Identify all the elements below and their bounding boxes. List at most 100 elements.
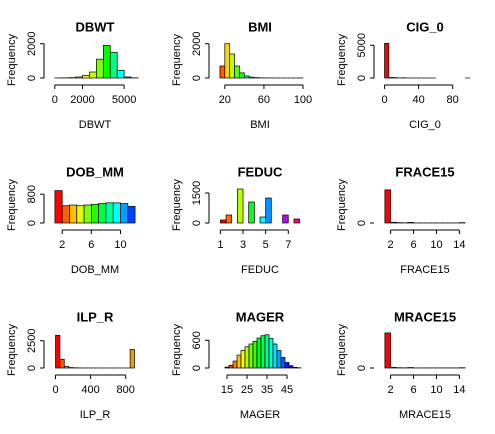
x-tick-label: 0 [52, 384, 58, 396]
bar [76, 205, 85, 224]
bar [390, 367, 397, 369]
x-tick-label: 100 [294, 94, 312, 106]
x-tick-label: 40 [412, 94, 424, 106]
x-tick-label: 35 [261, 384, 273, 396]
bar [220, 219, 227, 224]
bar [112, 202, 121, 224]
y-tick-label: 600 [191, 331, 203, 349]
chart-title: FRACE15 [395, 164, 454, 179]
bar [59, 358, 65, 369]
y-tick-label: 0 [356, 75, 368, 81]
x-tick-label: 2 [388, 384, 394, 396]
y-axis-label: Frequency [171, 179, 183, 231]
y-axis-label: Frequency [336, 179, 348, 231]
bar [244, 346, 250, 369]
bar [105, 202, 114, 224]
bar [55, 334, 61, 369]
bar [248, 76, 255, 79]
bar [109, 51, 118, 79]
x-tick-label: 80 [447, 94, 459, 106]
x-tick-label: 10 [114, 239, 126, 251]
x-axis-label: DOB_MM [71, 264, 119, 276]
x-tick-label: 60 [258, 94, 270, 106]
bar [127, 206, 136, 224]
x-tick-label: 5 [263, 239, 269, 251]
bar [69, 204, 78, 224]
x-tick-label: 2 [59, 239, 65, 251]
bar [83, 204, 92, 224]
x-tick-label: 400 [81, 384, 99, 396]
y-tick-label: 0 [26, 75, 38, 81]
chart-title: DOB_MM [66, 164, 124, 179]
bar [292, 366, 298, 369]
y-tick-label: 800 [26, 185, 38, 203]
x-tick-label: 0 [381, 94, 387, 106]
y-axis-label: Frequency [171, 34, 183, 86]
x-axis-label: ILP_R [80, 409, 111, 421]
bar [264, 334, 270, 369]
bar [288, 365, 294, 369]
bar [272, 343, 278, 369]
bar [120, 203, 129, 224]
y-axis-label: Frequency [336, 34, 348, 86]
y-tick-label: 0 [356, 365, 368, 371]
bar [229, 53, 235, 79]
bar [116, 69, 125, 79]
x-tick-label: 6 [410, 384, 416, 396]
bar [244, 75, 250, 79]
y-tick-label: 0 [191, 365, 203, 371]
x-tick-label: 15 [221, 384, 233, 396]
bar [384, 42, 390, 79]
y-tick-label: 5000 [356, 33, 368, 57]
bar [82, 75, 90, 79]
bar [123, 76, 132, 79]
x-tick-label: 14 [453, 384, 465, 396]
y-axis-label: Frequency [6, 34, 18, 86]
bar [234, 65, 240, 79]
chart-title: CIG_0 [406, 19, 444, 34]
bar [91, 203, 99, 224]
bar [224, 366, 230, 369]
y-tick-label: 2000 [26, 31, 38, 55]
x-tick-label: 3 [240, 239, 246, 251]
chart-title: ILP_R [77, 309, 114, 324]
bar [89, 71, 97, 79]
bar [129, 349, 135, 369]
bar [384, 332, 391, 369]
bar [225, 214, 233, 224]
y-tick-label: 0 [26, 365, 38, 371]
x-tick-label: 10 [430, 239, 442, 251]
bar [98, 203, 107, 224]
bar [282, 214, 289, 224]
bar [54, 190, 63, 224]
bar [256, 337, 262, 369]
bar [248, 343, 254, 369]
x-tick-label: 10 [430, 384, 442, 396]
x-axis-label: DBWT [79, 119, 112, 131]
chart-title: FEDUC [238, 164, 283, 179]
bar [236, 354, 242, 369]
chart-title: DBWT [76, 19, 115, 34]
chart-title: BMI [248, 19, 272, 34]
x-tick-label: 2 [388, 239, 394, 251]
x-axis-label: FEDUC [241, 264, 279, 276]
bar [259, 216, 267, 224]
bar [407, 222, 414, 224]
bar [96, 58, 104, 79]
bar [239, 72, 245, 79]
x-tick-label: 1 [217, 239, 223, 251]
bar [252, 340, 258, 369]
bar [248, 201, 255, 224]
x-tick-label: 0 [52, 94, 58, 106]
bar [228, 364, 234, 369]
x-tick-label: 5000 [112, 94, 136, 106]
bar [388, 77, 394, 79]
x-tick-label: 800 [117, 384, 135, 396]
x-tick-label: 6 [410, 239, 416, 251]
bar [102, 45, 111, 79]
x-tick-label: 2000 [70, 94, 94, 106]
y-tick-label: 0 [191, 75, 203, 81]
bar [260, 335, 266, 369]
x-axis-label: BMI [250, 119, 270, 131]
